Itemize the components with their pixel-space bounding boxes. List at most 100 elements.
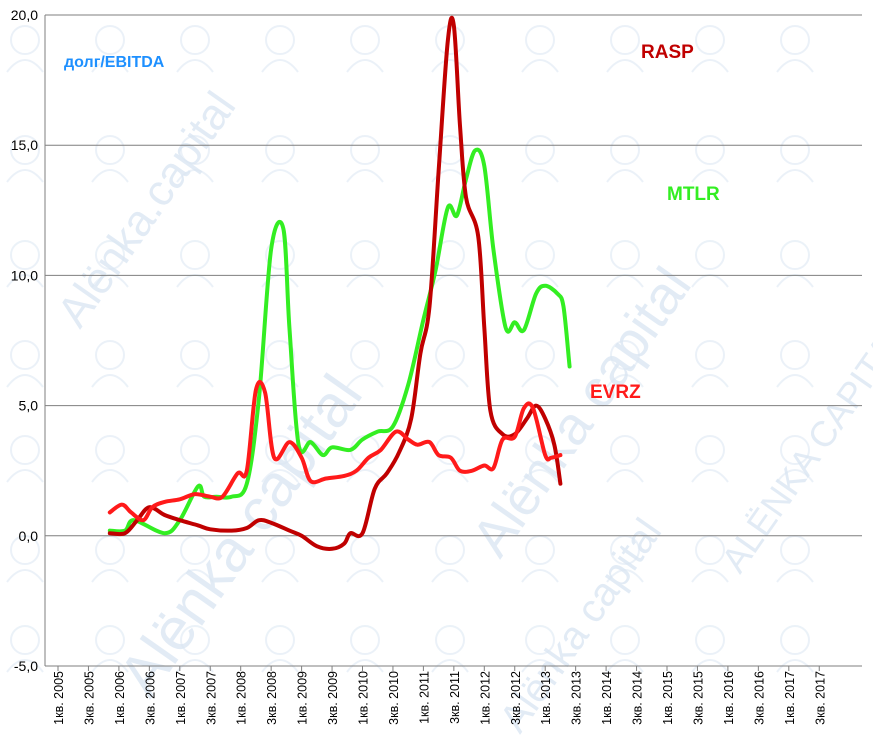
x-tick-label: 1кв. 2006 <box>113 671 127 725</box>
watermark-mark <box>346 625 384 673</box>
x-tick-label: 3кв. 2010 <box>387 671 401 725</box>
watermark-mark <box>521 625 559 673</box>
watermark-mark <box>91 25 129 73</box>
watermark-mark <box>431 625 469 673</box>
watermark-mark <box>176 435 214 483</box>
watermark-mark <box>91 625 129 673</box>
labels: долг/EBITDA MTLR RASP EVRZ <box>64 42 720 403</box>
series-lines <box>107 15 572 551</box>
axes: -5,0 0,0 5,0 10,0 15,0 20,0 1кв. 2005 3кв. 2005… <box>11 7 862 725</box>
x-tick-label: 1кв. 2015 <box>661 671 675 725</box>
grid-lines <box>45 14 862 667</box>
x-tick-label: 3кв. 2016 <box>752 671 766 725</box>
y-tick-label: 20,0 <box>11 7 38 23</box>
watermark-mark <box>691 25 729 73</box>
x-tick-label: 1кв. 2010 <box>357 671 371 725</box>
x-tick-label: 3кв. 2017 <box>813 671 827 725</box>
watermark-mark <box>776 435 814 483</box>
x-tick-label: 3кв. 2008 <box>265 671 279 725</box>
watermark-mark <box>346 135 384 183</box>
watermark-text: Alёnka.capital <box>48 83 245 336</box>
watermark-mark <box>606 435 644 483</box>
watermark-mark <box>346 535 384 583</box>
watermark-mark <box>346 240 384 288</box>
x-tick-label: 1кв. 2011 <box>417 671 431 724</box>
series-label-mtlr: MTLR <box>667 184 720 205</box>
x-tick-label: 3кв. 2013 <box>570 671 584 725</box>
x-tick-label: 3кв. 2006 <box>143 671 157 725</box>
watermark-mark <box>6 240 44 288</box>
watermark-mark <box>521 535 559 583</box>
y-tick-label: 10,0 <box>11 267 38 283</box>
watermark-mark <box>521 340 559 388</box>
x-tick-label: 1кв. 2017 <box>783 671 797 725</box>
x-tick-label: 3кв. 2007 <box>204 671 218 725</box>
watermark-mark <box>261 625 299 673</box>
watermark-mark <box>6 340 44 388</box>
watermark-mark <box>606 340 644 388</box>
watermark-mark <box>346 25 384 73</box>
watermark-mark <box>776 535 814 583</box>
watermark-mark <box>431 340 469 388</box>
series-label-evrz: EVRZ <box>590 382 641 403</box>
watermark-mark <box>606 25 644 73</box>
watermark-mark <box>91 535 129 583</box>
watermark-mark <box>6 625 44 673</box>
watermark-mark <box>176 25 214 73</box>
watermark-mark <box>91 340 129 388</box>
x-tick-label: 3кв. 2012 <box>509 671 523 725</box>
watermark-mark <box>6 435 44 483</box>
watermark-mark <box>431 535 469 583</box>
watermark-mark <box>691 135 729 183</box>
x-tick-label: 1кв. 2012 <box>478 671 492 725</box>
watermark-mark <box>606 625 644 673</box>
watermark-mark <box>776 625 814 673</box>
watermark-mark <box>776 25 814 73</box>
watermark-mark <box>606 135 644 183</box>
watermark-mark <box>521 240 559 288</box>
x-tick-label: 3кв. 2014 <box>631 671 645 725</box>
watermark-mark <box>691 625 729 673</box>
y-tick-label: 15,0 <box>11 137 38 153</box>
watermark-text: Alёnka capital <box>106 363 375 707</box>
y-tick-label: 0,0 <box>19 528 39 544</box>
watermark-mark <box>261 25 299 73</box>
watermark-mark <box>521 135 559 183</box>
watermark-mark <box>776 340 814 388</box>
watermark-mark <box>91 435 129 483</box>
watermark-mark <box>691 240 729 288</box>
watermark-mark <box>261 435 299 483</box>
series-label-rasp: RASP <box>641 42 694 63</box>
series-line-evrz <box>107 380 563 523</box>
watermark-text: Alёnka capital <box>461 257 703 567</box>
x-tick-label: 1кв. 2014 <box>600 671 614 725</box>
watermark-mark <box>776 135 814 183</box>
watermark-text: ALЁNKA CAPITAL <box>713 312 873 579</box>
x-tick-label: 1кв. 2007 <box>174 671 188 725</box>
watermark-mark <box>6 25 44 73</box>
watermark-mark <box>776 240 814 288</box>
y-tick-label: -5,0 <box>14 658 38 674</box>
x-tick-label: 3кв. 2009 <box>326 671 340 725</box>
x-tick-label: 3кв. 2011 <box>448 671 462 724</box>
watermark-mark <box>521 25 559 73</box>
watermark-mark <box>176 135 214 183</box>
watermark-mark <box>6 535 44 583</box>
watermark-mark <box>691 340 729 388</box>
x-tick-label: 1кв. 2013 <box>539 671 553 725</box>
x-tick-label: 1кв. 2005 <box>52 671 66 725</box>
watermark-mark <box>176 240 214 288</box>
watermark-mark <box>6 135 44 183</box>
watermark-mark <box>691 435 729 483</box>
x-tick-label: 1кв. 2008 <box>235 671 249 725</box>
y-tick-label: 5,0 <box>19 398 39 414</box>
x-tick-label: 3кв. 2015 <box>691 671 705 725</box>
chart-title: долг/EBITDA <box>64 54 165 71</box>
x-tick-label: 1кв. 2009 <box>296 671 310 725</box>
x-tick-label: 1кв. 2016 <box>722 671 736 725</box>
watermark-mark <box>346 340 384 388</box>
watermark-mark <box>176 340 214 388</box>
watermark-mark <box>261 135 299 183</box>
